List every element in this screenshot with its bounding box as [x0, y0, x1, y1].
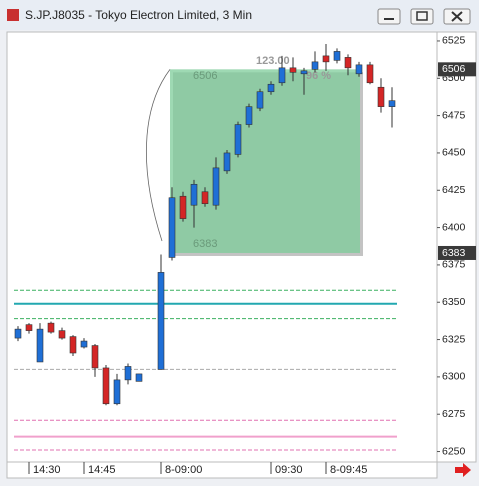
- y-tick-label: 6250: [442, 445, 466, 457]
- window-title: S.JP.J8035 - Tokyo Electron Limited, 3 M…: [25, 8, 252, 22]
- candle-body: [36, 328, 44, 363]
- candle-body: [14, 328, 22, 339]
- box-top-label: 6506: [193, 70, 217, 82]
- y-tick-label: 6425: [442, 184, 466, 196]
- annotation: 123.00: [256, 55, 290, 67]
- candle-body: [256, 91, 264, 109]
- candle-body: [333, 51, 341, 61]
- box-bottom-label: 6383: [193, 238, 217, 250]
- y-tick-label: 6325: [442, 333, 466, 345]
- candle-body: [377, 86, 385, 107]
- scroll-arrow[interactable]: [455, 463, 471, 477]
- y-tick-label: 6400: [442, 221, 466, 233]
- candle-body: [124, 366, 132, 381]
- plot: 6506 6383 123.00 96 % 6250 6275 6300 6325 6350 63…: [14, 35, 476, 476]
- candle-body: [201, 191, 209, 205]
- candle-body: [168, 197, 176, 258]
- x-tick-label: 8-09:00: [165, 464, 202, 476]
- price-marker: [438, 62, 476, 77]
- time-axis: [6, 461, 438, 479]
- candle-body: [388, 100, 396, 107]
- candle-body: [47, 322, 55, 333]
- y-tick-label: 6275: [442, 408, 466, 420]
- candle-body: [234, 124, 242, 155]
- x-tick-label: 14:30: [33, 464, 61, 476]
- candle-body: [58, 330, 66, 339]
- candle-body: [69, 336, 77, 354]
- candle-body: [212, 167, 220, 206]
- y-tick-label: 6525: [442, 35, 466, 47]
- candle-body: [190, 183, 198, 206]
- candle-body: [322, 55, 330, 63]
- y-tick-label: 6475: [442, 109, 466, 121]
- price-marker: [438, 245, 476, 260]
- candle-body: [223, 152, 231, 172]
- candle-body: [278, 67, 286, 84]
- candle-body: [179, 195, 187, 219]
- candle-body: [344, 57, 352, 69]
- y-tick-label: 6450: [442, 147, 466, 159]
- close-icon: [451, 11, 463, 22]
- candle-body: [91, 345, 99, 369]
- candle-body: [355, 64, 363, 75]
- candle-body: [157, 272, 165, 370]
- candle-body: [25, 324, 33, 331]
- maximize-icon: [416, 11, 428, 21]
- x-tick-label: 8-09:45: [330, 464, 367, 476]
- x-tick-label: 09:30: [275, 464, 303, 476]
- candle-body: [135, 373, 143, 382]
- candle-body: [267, 83, 275, 93]
- candle-body: [311, 61, 319, 70]
- candle-body: [102, 367, 110, 405]
- range-arc: [146, 69, 171, 242]
- y-tick-label: 6300: [442, 371, 466, 383]
- candle-body: [366, 64, 374, 84]
- price-marker-label: 6383: [442, 247, 466, 259]
- minimize-button[interactable]: [377, 8, 401, 25]
- candle-body: [289, 67, 297, 73]
- range-box: [170, 69, 360, 253]
- y-tick-label: 6375: [442, 259, 466, 271]
- app-icon: [7, 9, 19, 21]
- y-tick-label: 6350: [442, 296, 466, 308]
- price-marker-label: 6506: [442, 63, 466, 75]
- x-tick-label: 14:45: [88, 464, 116, 476]
- candle-body: [80, 340, 88, 348]
- candle-body: [245, 106, 253, 125]
- annotation: 96 %: [306, 70, 331, 82]
- candle-body: [113, 379, 121, 405]
- candle-body: [300, 70, 308, 75]
